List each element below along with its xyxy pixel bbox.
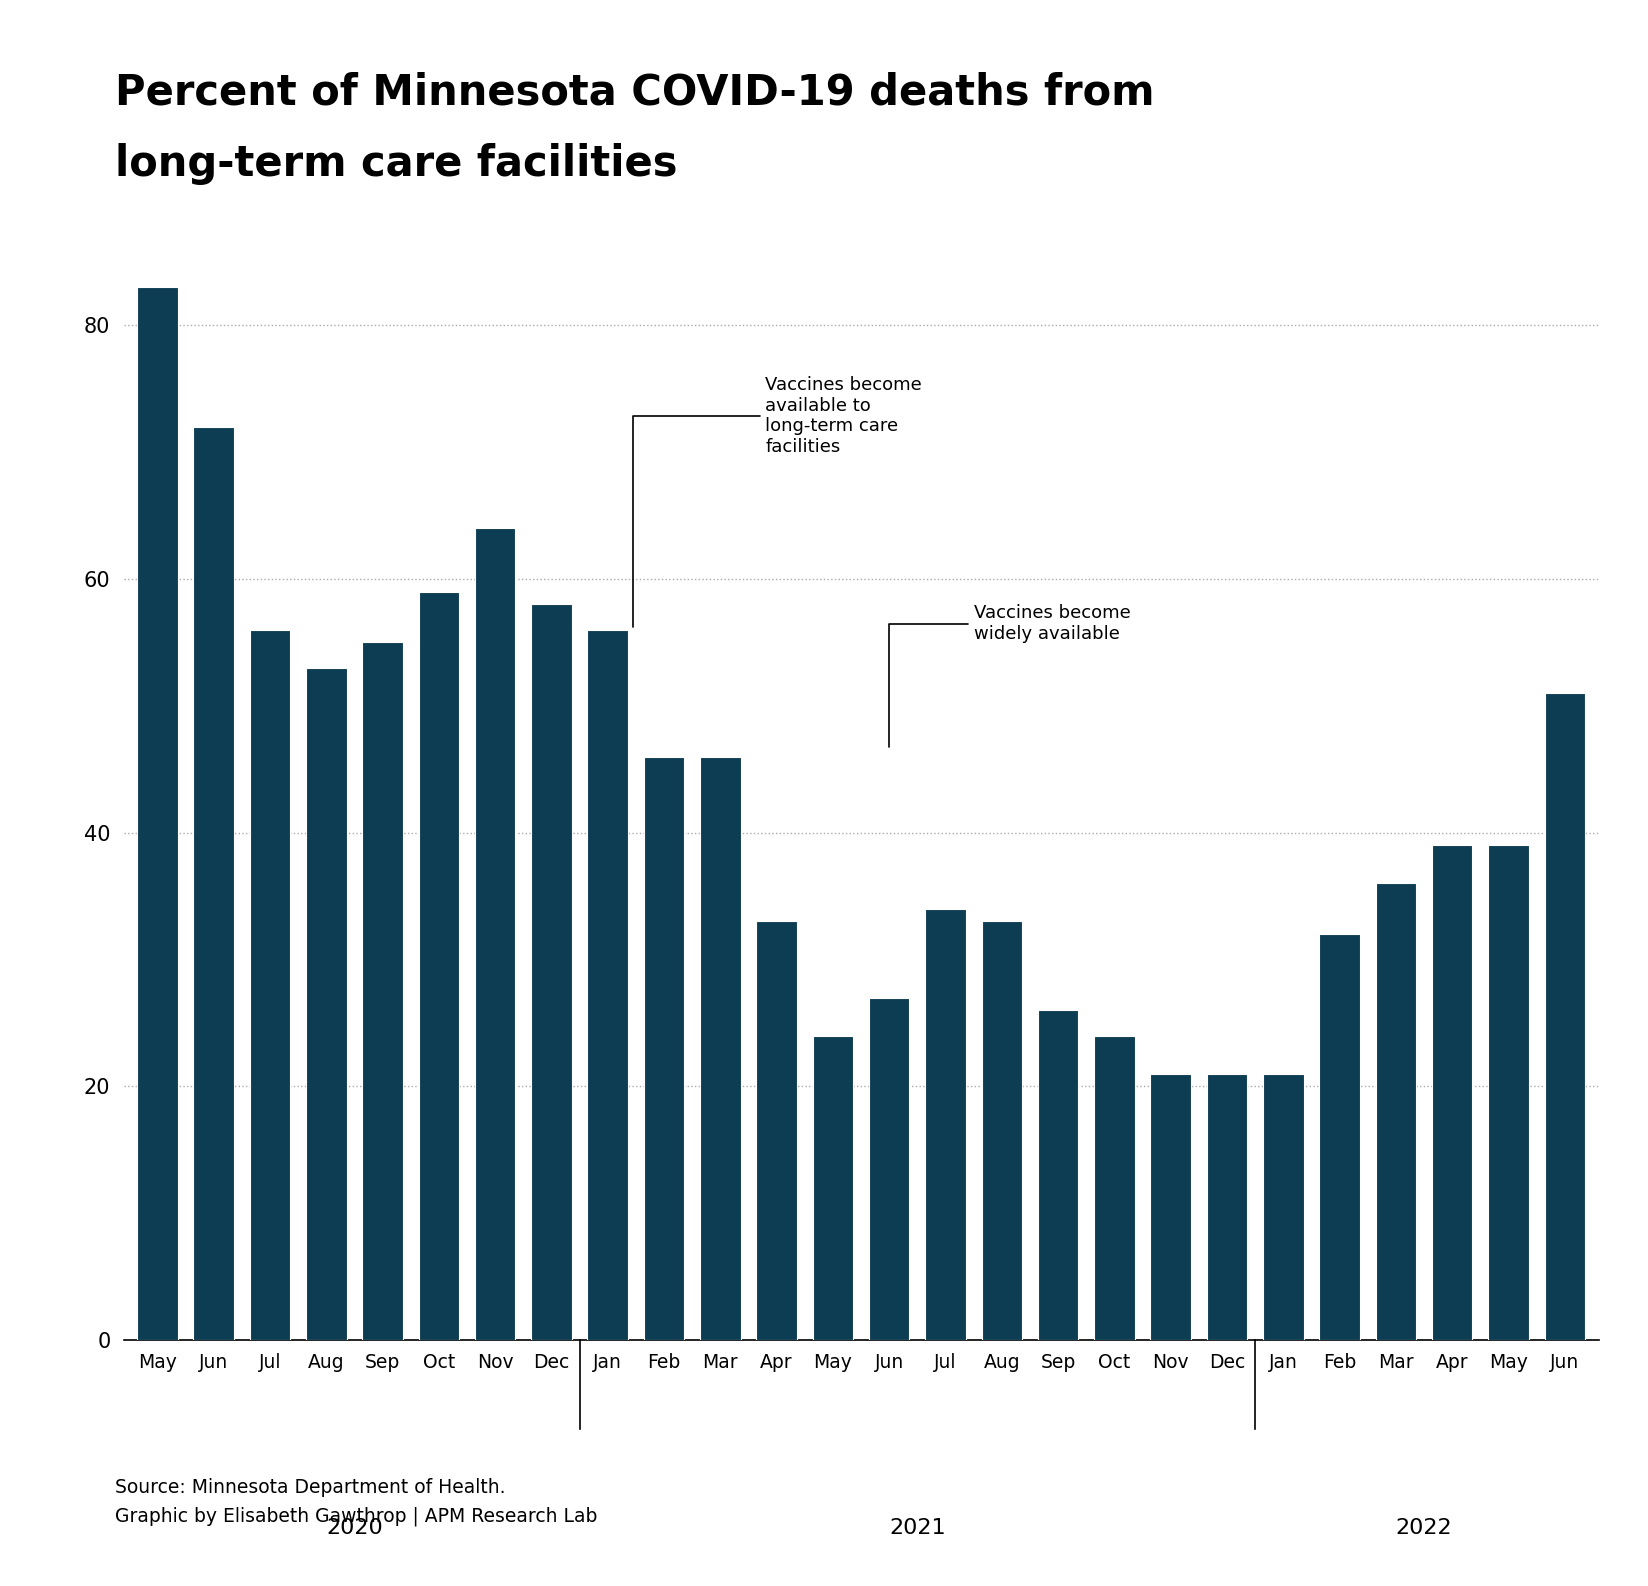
Bar [1432, 845, 1472, 1340]
Bar [250, 630, 290, 1340]
Bar [1150, 1074, 1192, 1340]
Text: Source: Minnesota Department of Health.
Graphic by Elisabeth Gawthrop | APM Rese: Source: Minnesota Department of Health. … [115, 1478, 598, 1526]
Bar [307, 668, 346, 1340]
Text: Vaccines become
available to
long-term care
facilities: Vaccines become available to long-term c… [633, 376, 923, 626]
Bar [1094, 1036, 1135, 1340]
Bar [1488, 845, 1529, 1340]
Text: 2022: 2022 [1396, 1518, 1452, 1538]
Bar [363, 642, 402, 1340]
Text: 2020: 2020 [326, 1518, 382, 1538]
Text: 2021: 2021 [888, 1518, 946, 1538]
Text: long-term care facilities: long-term care facilities [115, 143, 677, 184]
Bar [1262, 1074, 1304, 1340]
Bar [137, 287, 178, 1340]
Bar [1320, 934, 1360, 1340]
Bar [531, 604, 572, 1340]
Bar [1544, 693, 1585, 1340]
Bar [419, 592, 460, 1340]
Text: Percent of Minnesota COVID-19 deaths from: Percent of Minnesota COVID-19 deaths fro… [115, 71, 1155, 113]
Bar [868, 998, 910, 1340]
Bar [587, 630, 628, 1340]
Bar [193, 427, 234, 1340]
Text: Vaccines become
widely available: Vaccines become widely available [890, 604, 1131, 747]
Bar [1206, 1074, 1248, 1340]
Bar [756, 921, 798, 1340]
Bar [700, 757, 740, 1340]
Bar [1038, 1010, 1078, 1340]
Bar [982, 921, 1022, 1340]
Bar [925, 909, 966, 1340]
Bar [812, 1036, 854, 1340]
Bar [1376, 883, 1416, 1340]
Bar [475, 528, 516, 1340]
Bar [644, 757, 684, 1340]
